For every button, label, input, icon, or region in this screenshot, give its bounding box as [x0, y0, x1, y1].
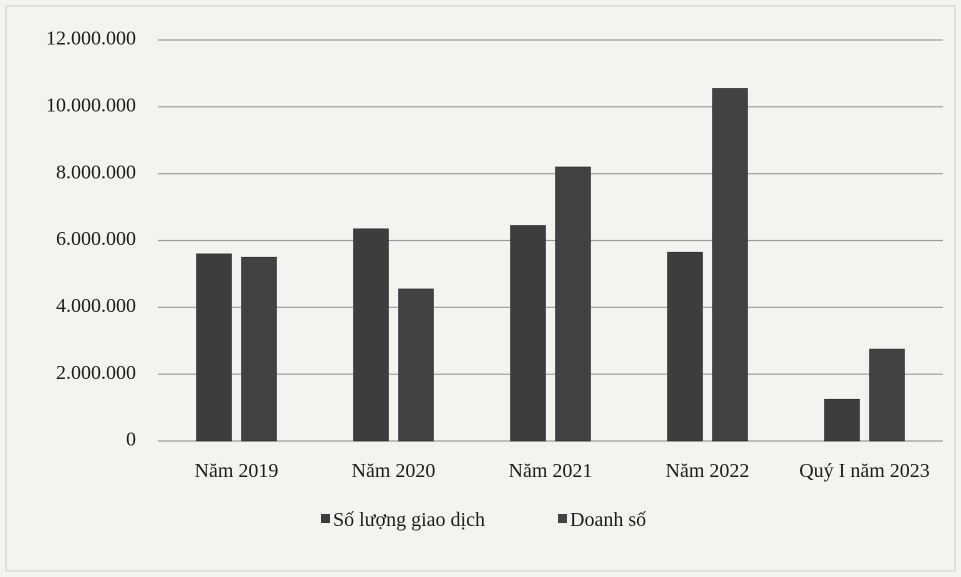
legend-swatch — [558, 514, 567, 523]
gridlines — [158, 39, 943, 442]
y-tick-label: 4.000.000 — [56, 295, 136, 317]
x-tick-label: Năm 2022 — [666, 460, 750, 482]
legend-swatch — [321, 514, 330, 523]
bar-series-1 — [353, 228, 389, 442]
y-axis-ticks: 0 2.000.000 4.000.000 6.000.000 8.000.000 10.… — [46, 28, 136, 451]
x-axis-ticks: Năm 2019 Năm 2020 Năm 2021 Năm 2022 Quý I nă… — [195, 460, 930, 482]
y-tick-label: 6.000.000 — [56, 228, 136, 250]
bar-series-2 — [555, 166, 591, 442]
legend-label: Số lượng giao dịch — [333, 509, 485, 531]
bar-series-1 — [196, 253, 232, 442]
x-tick-label: Năm 2019 — [195, 460, 279, 482]
legend-label: Doanh số — [570, 509, 646, 531]
bars — [196, 88, 905, 442]
bar-series-1 — [667, 251, 703, 442]
bar-series-1 — [824, 398, 860, 442]
y-tick-label: 10.000.000 — [46, 94, 136, 116]
legend: Số lượng giao dịch Doanh số — [321, 509, 646, 531]
bar-series-2 — [712, 88, 748, 442]
bar-series-2 — [869, 348, 905, 442]
chart-frame — [5, 5, 956, 572]
x-tick-label: Năm 2021 — [509, 460, 593, 482]
bar-series-1 — [510, 225, 546, 442]
x-tick-label: Năm 2020 — [352, 460, 436, 482]
bar-series-2 — [398, 288, 434, 442]
y-tick-label: 0 — [126, 429, 136, 451]
y-tick-label: 2.000.000 — [56, 362, 136, 384]
bar-series-2 — [241, 256, 277, 442]
y-tick-label: 8.000.000 — [56, 161, 136, 183]
x-tick-label: Quý I năm 2023 — [799, 460, 930, 482]
y-tick-label: 12.000.000 — [46, 28, 136, 50]
